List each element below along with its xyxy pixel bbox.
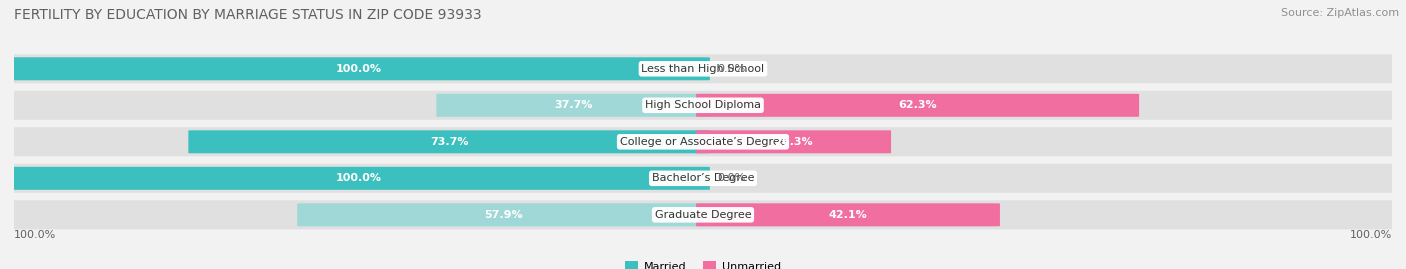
Text: 57.9%: 57.9%: [484, 210, 523, 220]
FancyBboxPatch shape: [436, 94, 710, 117]
FancyBboxPatch shape: [696, 203, 1000, 226]
Legend: Married, Unmarried: Married, Unmarried: [620, 257, 786, 269]
Text: 100.0%: 100.0%: [336, 173, 381, 183]
Text: Bachelor’s Degree: Bachelor’s Degree: [652, 173, 754, 183]
FancyBboxPatch shape: [297, 203, 710, 226]
Text: 0.0%: 0.0%: [717, 173, 745, 183]
Text: 26.3%: 26.3%: [775, 137, 813, 147]
FancyBboxPatch shape: [3, 164, 1403, 193]
Text: High School Diploma: High School Diploma: [645, 100, 761, 110]
FancyBboxPatch shape: [696, 130, 891, 153]
Text: 100.0%: 100.0%: [1350, 230, 1392, 240]
FancyBboxPatch shape: [3, 91, 1403, 120]
FancyBboxPatch shape: [3, 54, 1403, 83]
FancyBboxPatch shape: [7, 57, 710, 80]
Text: 100.0%: 100.0%: [14, 230, 56, 240]
Text: 42.1%: 42.1%: [828, 210, 868, 220]
Text: College or Associate’s Degree: College or Associate’s Degree: [620, 137, 786, 147]
Text: Graduate Degree: Graduate Degree: [655, 210, 751, 220]
Text: 73.7%: 73.7%: [430, 137, 468, 147]
FancyBboxPatch shape: [3, 200, 1403, 229]
Text: Source: ZipAtlas.com: Source: ZipAtlas.com: [1281, 8, 1399, 18]
Text: FERTILITY BY EDUCATION BY MARRIAGE STATUS IN ZIP CODE 93933: FERTILITY BY EDUCATION BY MARRIAGE STATU…: [14, 8, 482, 22]
FancyBboxPatch shape: [7, 167, 710, 190]
Text: Less than High School: Less than High School: [641, 64, 765, 74]
Text: 100.0%: 100.0%: [336, 64, 381, 74]
FancyBboxPatch shape: [188, 130, 710, 153]
Text: 62.3%: 62.3%: [898, 100, 936, 110]
Text: 37.7%: 37.7%: [554, 100, 592, 110]
FancyBboxPatch shape: [696, 94, 1139, 117]
FancyBboxPatch shape: [3, 127, 1403, 156]
Text: 0.0%: 0.0%: [717, 64, 745, 74]
